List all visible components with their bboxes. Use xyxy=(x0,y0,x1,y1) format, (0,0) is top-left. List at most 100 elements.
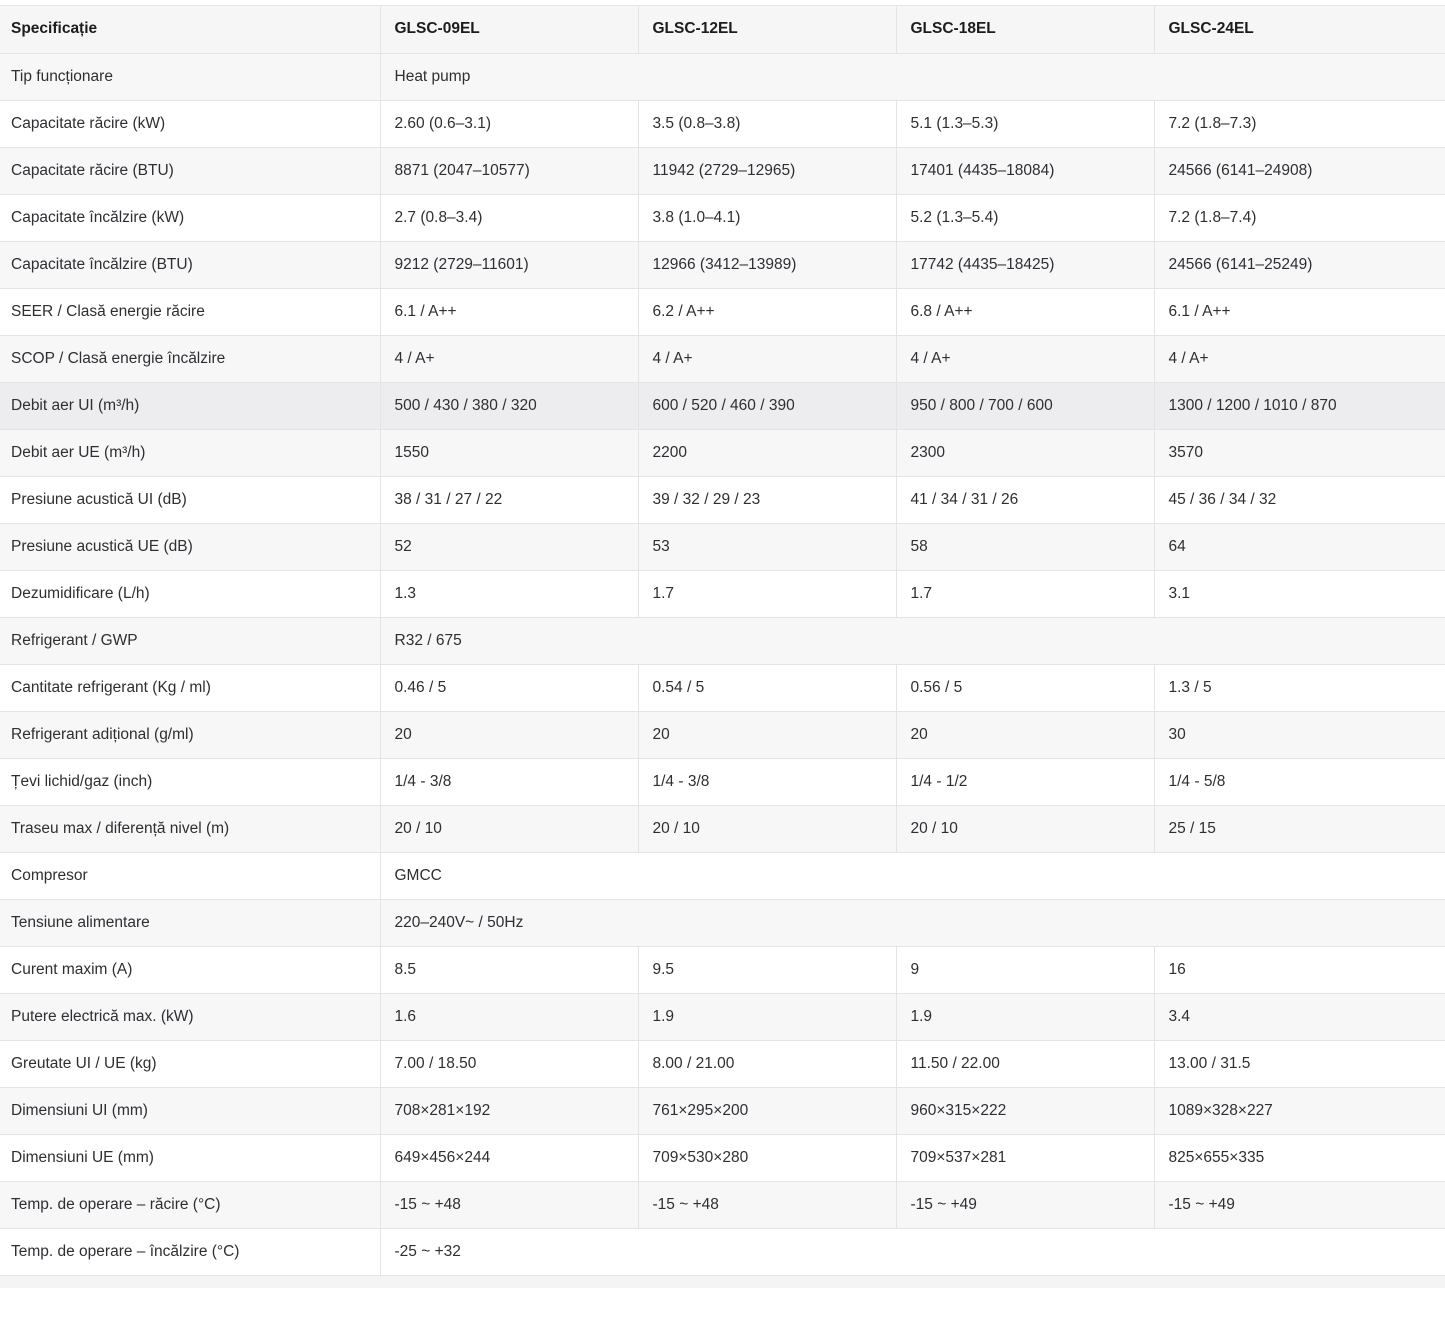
spec-label: Dimensiuni UE (mm) xyxy=(0,1134,380,1182)
spec-label: Tensiune alimentare xyxy=(0,899,380,947)
table-row-capacitate-incalzire-btu: Capacitate încălzire (BTU) 9212 (2729–11… xyxy=(0,241,1445,289)
spec-label: SEER / Clasă energie răcire xyxy=(0,288,380,336)
spec-value: 950 / 800 / 700 / 600 xyxy=(895,382,1154,430)
spec-value-span: -25 ~ +32 xyxy=(379,1228,1445,1276)
spec-value: 6.1 / A++ xyxy=(379,288,638,336)
spec-value: 20 / 10 xyxy=(895,805,1154,853)
spec-value: 4 / A+ xyxy=(1153,335,1445,383)
spec-value-span: 220–240V~ / 50Hz xyxy=(379,899,1445,947)
spec-value: 0.54 / 5 xyxy=(637,664,896,712)
spec-label: Refrigerant / GWP xyxy=(0,617,380,665)
table-row-capacitate-racire-kw: Capacitate răcire (kW) 2.60 (0.6–3.1) 3.… xyxy=(0,100,1445,148)
spec-value: 1.6 xyxy=(379,993,638,1041)
spec-value: -15 ~ +48 xyxy=(379,1181,638,1229)
spec-table-wrap: Specificație GLSC-09EL GLSC-12EL GLSC-18… xyxy=(0,5,1445,1276)
spec-value-span: GMCC xyxy=(379,852,1445,900)
spec-value: 6.8 / A++ xyxy=(895,288,1154,336)
spec-value: 64 xyxy=(1153,523,1445,571)
spec-value: 500 / 430 / 380 / 320 xyxy=(379,382,638,430)
spec-value: 3.5 (0.8–3.8) xyxy=(637,100,896,148)
spec-value: 5.2 (1.3–5.4) xyxy=(895,194,1154,242)
spec-value: 1/4 - 3/8 xyxy=(637,758,896,806)
header-cell-model-09el: GLSC-09EL xyxy=(379,6,638,54)
spec-value: 8871 (2047–10577) xyxy=(379,147,638,195)
spec-label: Capacitate încălzire (BTU) xyxy=(0,241,380,289)
spec-label: Presiune acustică UE (dB) xyxy=(0,523,380,571)
spec-value: 30 xyxy=(1153,711,1445,759)
spec-value: 9.5 xyxy=(637,946,896,994)
spec-value: 13.00 / 31.5 xyxy=(1153,1040,1445,1088)
spec-value: 1.3 xyxy=(379,570,638,618)
spec-value: 2.60 (0.6–3.1) xyxy=(379,100,638,148)
spec-value: 9 xyxy=(895,946,1154,994)
spec-value: 53 xyxy=(637,523,896,571)
spec-label: Țevi lichid/gaz (inch) xyxy=(0,758,380,806)
table-row-putere-electrica: Putere electrică max. (kW) 1.6 1.9 1.9 3… xyxy=(0,993,1445,1041)
spec-value: 24566 (6141–25249) xyxy=(1153,241,1445,289)
spec-value: 1.9 xyxy=(895,993,1154,1041)
header-cell-model-24el: GLSC-24EL xyxy=(1153,6,1445,54)
spec-value: 17401 (4435–18084) xyxy=(895,147,1154,195)
spec-value: -15 ~ +49 xyxy=(1153,1181,1445,1229)
spec-value: 20 / 10 xyxy=(379,805,638,853)
spec-value: 6.1 / A++ xyxy=(1153,288,1445,336)
spec-value: 1.9 xyxy=(637,993,896,1041)
table-row-scop: SCOP / Clasă energie încălzire 4 / A+ 4 … xyxy=(0,335,1445,383)
spec-value: 3.1 xyxy=(1153,570,1445,618)
spec-value: 1/4 - 1/2 xyxy=(895,758,1154,806)
header-cell-model-18el: GLSC-18EL xyxy=(895,6,1154,54)
spec-value: 825×655×335 xyxy=(1153,1134,1445,1182)
spec-value: 0.46 / 5 xyxy=(379,664,638,712)
spec-value: 45 / 36 / 34 / 32 xyxy=(1153,476,1445,524)
spec-value: -15 ~ +49 xyxy=(895,1181,1154,1229)
table-row-capacitate-racire-btu: Capacitate răcire (BTU) 8871 (2047–10577… xyxy=(0,147,1445,195)
spec-value: 41 / 34 / 31 / 26 xyxy=(895,476,1154,524)
spec-value: 58 xyxy=(895,523,1154,571)
spec-label: Greutate UI / UE (kg) xyxy=(0,1040,380,1088)
table-row-greutate: Greutate UI / UE (kg) 7.00 / 18.50 8.00 … xyxy=(0,1040,1445,1088)
table-row-dimensiuni-ui: Dimensiuni UI (mm) 708×281×192 761×295×2… xyxy=(0,1087,1445,1135)
spec-value: 38 / 31 / 27 / 22 xyxy=(379,476,638,524)
spec-label: Capacitate răcire (BTU) xyxy=(0,147,380,195)
table-row-presiune-acustica-ui: Presiune acustică UI (dB) 38 / 31 / 27 /… xyxy=(0,476,1445,524)
spec-value-span: R32 / 675 xyxy=(379,617,1445,665)
spec-value: 1/4 - 5/8 xyxy=(1153,758,1445,806)
spec-value: 25 / 15 xyxy=(1153,805,1445,853)
spec-value: -15 ~ +48 xyxy=(637,1181,896,1229)
spec-value: 11.50 / 22.00 xyxy=(895,1040,1154,1088)
spec-label: Capacitate răcire (kW) xyxy=(0,100,380,148)
spec-label: Curent maxim (A) xyxy=(0,946,380,994)
table-row-capacitate-incalzire-kw: Capacitate încălzire (kW) 2.7 (0.8–3.4) … xyxy=(0,194,1445,242)
spec-value: 7.00 / 18.50 xyxy=(379,1040,638,1088)
table-row-cantitate-refrigerant: Cantitate refrigerant (Kg / ml) 0.46 / 5… xyxy=(0,664,1445,712)
spec-value: 649×456×244 xyxy=(379,1134,638,1182)
spec-value: 1.7 xyxy=(895,570,1154,618)
table-row-tip-functionare: Tip funcționare Heat pump xyxy=(0,53,1445,101)
table-row-temp-operare-incalzire: Temp. de operare – încălzire (°C) -25 ~ … xyxy=(0,1228,1445,1276)
spec-value: 4 / A+ xyxy=(637,335,896,383)
spec-value: 20 xyxy=(895,711,1154,759)
spec-value: 0.56 / 5 xyxy=(895,664,1154,712)
page-background-strip xyxy=(0,1275,1445,1288)
spec-value: 960×315×222 xyxy=(895,1087,1154,1135)
spec-table: Specificație GLSC-09EL GLSC-12EL GLSC-18… xyxy=(0,6,1445,1276)
spec-label: Traseu max / diferență nivel (m) xyxy=(0,805,380,853)
spec-label: Cantitate refrigerant (Kg / ml) xyxy=(0,664,380,712)
spec-value: 5.1 (1.3–5.3) xyxy=(895,100,1154,148)
spec-label: Temp. de operare – încălzire (°C) xyxy=(0,1228,380,1276)
spec-value: 2200 xyxy=(637,429,896,477)
spec-value: 4 / A+ xyxy=(895,335,1154,383)
spec-value: 6.2 / A++ xyxy=(637,288,896,336)
spec-value: 2300 xyxy=(895,429,1154,477)
spec-label: Capacitate încălzire (kW) xyxy=(0,194,380,242)
page: Specificație GLSC-09EL GLSC-12EL GLSC-18… xyxy=(0,5,1445,1319)
spec-value: 8.5 xyxy=(379,946,638,994)
table-row-tensiune-alimentare: Tensiune alimentare 220–240V~ / 50Hz xyxy=(0,899,1445,947)
spec-value: 7.2 (1.8–7.3) xyxy=(1153,100,1445,148)
table-row-temp-operare-racire: Temp. de operare – răcire (°C) -15 ~ +48… xyxy=(0,1181,1445,1229)
spec-value: 9212 (2729–11601) xyxy=(379,241,638,289)
spec-label: SCOP / Clasă energie încălzire xyxy=(0,335,380,383)
spec-value: 708×281×192 xyxy=(379,1087,638,1135)
spec-value: 12966 (3412–13989) xyxy=(637,241,896,289)
spec-value: 3.8 (1.0–4.1) xyxy=(637,194,896,242)
